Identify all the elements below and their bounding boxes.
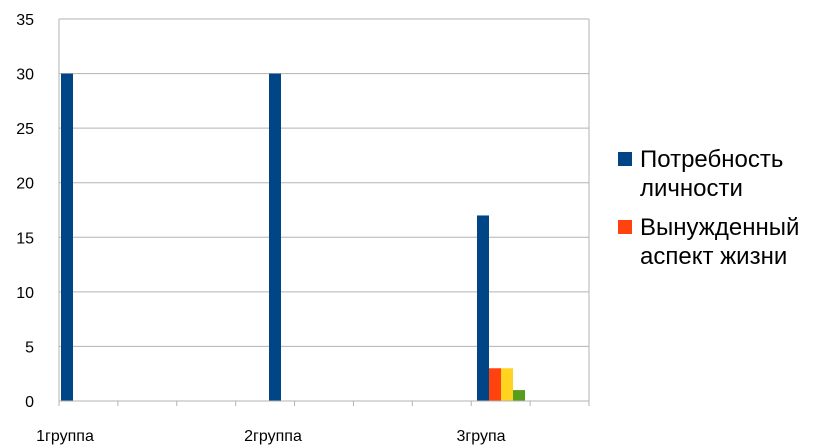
legend-label-series-1: Потребность личности bbox=[640, 146, 784, 202]
legend-label-series-2: Вынужденный аспект жизни bbox=[640, 214, 800, 270]
legend-item-series-1: Потребность личности bbox=[618, 145, 833, 203]
x-axis-labels: 1группа 2группа 3групa bbox=[36, 428, 505, 445]
bar bbox=[501, 368, 513, 401]
y-tick-label: 0 bbox=[25, 394, 34, 411]
y-tick-label: 5 bbox=[25, 339, 34, 356]
y-tick-label: 10 bbox=[16, 285, 34, 302]
bar bbox=[513, 390, 525, 401]
bar bbox=[477, 215, 489, 401]
y-tick-label: 20 bbox=[16, 176, 34, 193]
bar-chart: 0 5 10 15 20 25 30 35 1группа 2группа 3групa bbox=[16, 12, 590, 445]
legend: Потребность личности Вынужденный аспект … bbox=[618, 145, 833, 281]
legend-item-series-2: Вынужденный аспект жизни bbox=[618, 213, 833, 271]
y-tick-label: 25 bbox=[16, 121, 34, 138]
y-tick-label: 35 bbox=[16, 12, 34, 29]
x-tick-label: 2группа bbox=[244, 428, 302, 445]
y-axis-ticks: 0 5 10 15 20 25 30 35 bbox=[16, 12, 34, 411]
gridlines bbox=[59, 18, 589, 347]
bar bbox=[489, 368, 501, 401]
x-tick-label: 1группа bbox=[36, 428, 94, 445]
bars bbox=[61, 73, 525, 402]
bar bbox=[269, 73, 281, 402]
y-tick-label: 30 bbox=[16, 67, 34, 84]
x-tick-label: 3групa bbox=[456, 428, 505, 445]
bar bbox=[61, 73, 73, 402]
legend-swatch-series-2 bbox=[618, 220, 632, 234]
y-tick-label: 15 bbox=[16, 230, 34, 247]
legend-swatch-series-1 bbox=[618, 152, 632, 166]
axes bbox=[58, 18, 590, 406]
